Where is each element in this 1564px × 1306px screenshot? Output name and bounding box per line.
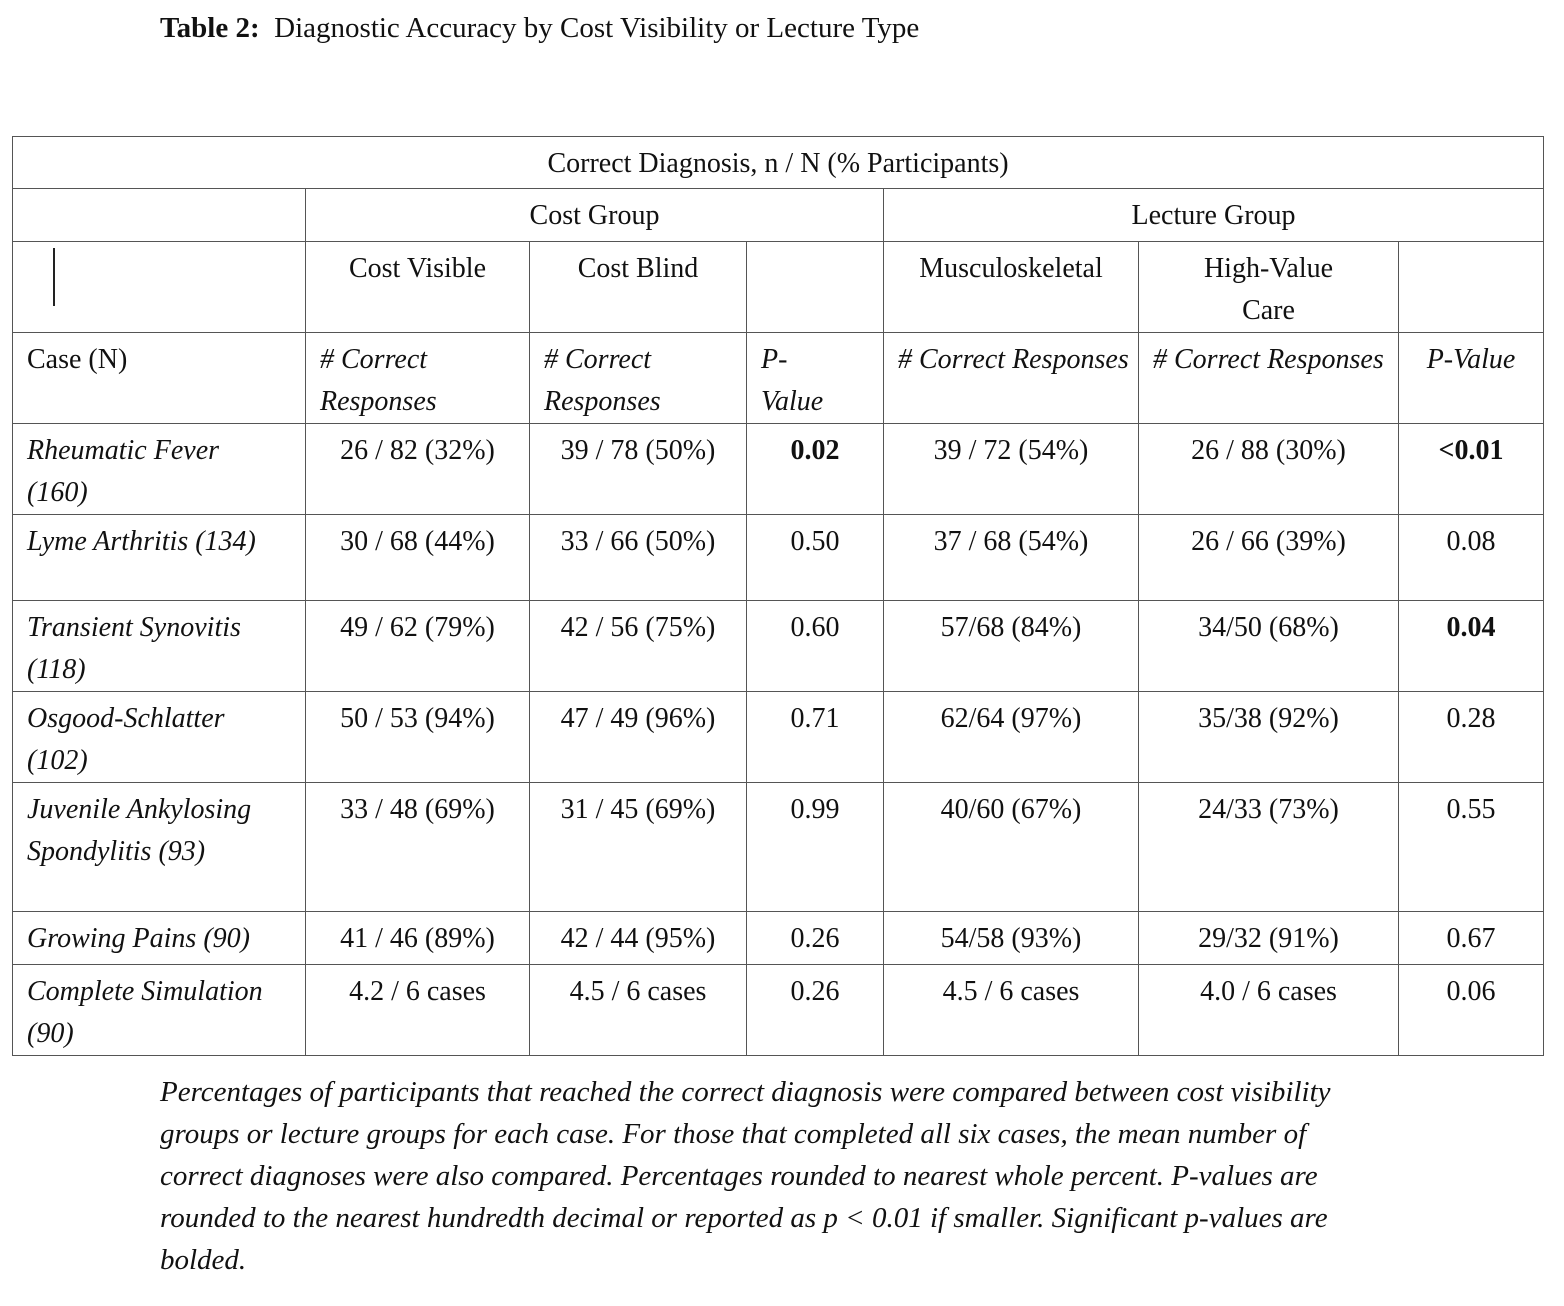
results-table: Correct Diagnosis, n / N (% Participants…: [11, 136, 1545, 1056]
column-row: Case (N) # Correct Responses # Correct R…: [12, 332, 1545, 424]
value-cell: 0.67: [1397, 911, 1545, 965]
table-body: Rheumatic Fever (160) 26 / 82 (32%) 39 / 7…: [12, 423, 1545, 1056]
value-cell: 0.99: [746, 782, 884, 912]
value-cell: 0.02: [746, 423, 884, 515]
subgroup-row: Cost Visible Cost Blind Musculoskeletal …: [12, 241, 1545, 333]
value-cell: 39 / 72 (54%): [883, 423, 1139, 515]
value-cell: 0.71: [746, 691, 884, 783]
group-row: Cost Group Lecture Group: [12, 188, 1545, 242]
value-cell: 33 / 48 (69%): [305, 782, 530, 912]
value-cell: 54/58 (93%): [883, 911, 1139, 965]
empty-cell: [1397, 241, 1545, 333]
empty-cell: [12, 241, 306, 333]
value-cell: 41 / 46 (89%): [305, 911, 530, 965]
column-header: # Correct Responses: [883, 332, 1139, 424]
empty-cell: [746, 241, 884, 333]
group-header: Cost Group: [305, 188, 884, 242]
value-cell: 4.2 / 6 cases: [305, 964, 530, 1056]
cursor: [53, 248, 55, 306]
value-cell: 0.04: [1397, 600, 1545, 692]
value-cell: 0.60: [746, 600, 884, 692]
value-cell: 57/68 (84%): [883, 600, 1139, 692]
caption-row: Correct Diagnosis, n / N (% Participants…: [11, 136, 1545, 189]
title-text: Diagnostic Accuracy by Cost Visibility o…: [274, 12, 920, 44]
value-cell: 0.26: [746, 964, 884, 1056]
column-header: # Correct Responses: [1138, 332, 1399, 424]
value-cell: 47 / 49 (96%): [529, 691, 747, 783]
column-header: # Correct Responses: [305, 332, 530, 424]
value-cell: 40/60 (67%): [883, 782, 1139, 912]
footnote: Percentages of participants that reached…: [160, 1076, 1331, 1276]
value-cell: 0.28: [1397, 691, 1545, 783]
column-header: Case (N): [12, 332, 306, 424]
value-cell: 50 / 53 (94%): [305, 691, 530, 783]
value-cell: 0.26: [746, 911, 884, 965]
case-cell: Juvenile Ankylosing Spondylitis (93): [12, 782, 306, 912]
value-cell: 0.50: [746, 514, 884, 601]
value-cell: 33 / 66 (50%): [529, 514, 747, 601]
table-row: Rheumatic Fever (160) 26 / 82 (32%) 39 / 7…: [12, 423, 1545, 515]
case-cell: Lyme Arthritis (134): [12, 514, 306, 601]
table-row: Lyme Arthritis (134) 30 / 68 (44%) 33 / 66…: [12, 514, 1545, 601]
column-header: P-Value: [746, 332, 884, 424]
value-cell: 35/38 (92%): [1138, 691, 1399, 783]
group-header: Lecture Group: [882, 188, 1545, 242]
title: Table 2: Diagnostic Accuracy by Cost Vis…: [160, 12, 919, 45]
value-cell: 37 / 68 (54%): [883, 514, 1139, 601]
value-cell: 4.5 / 6 cases: [883, 964, 1139, 1056]
column-header: P-Value: [1397, 332, 1545, 424]
value-cell: 30 / 68 (44%): [305, 514, 530, 601]
table-row: Transient Synovitis (118) 49 / 62 (79%) 42…: [12, 600, 1545, 692]
value-cell: 0.06: [1397, 964, 1545, 1056]
value-cell: 34/50 (68%): [1138, 600, 1399, 692]
case-cell: Complete Simulation (90): [12, 964, 306, 1056]
value-cell: 62/64 (97%): [883, 691, 1139, 783]
title-label: Table 2:: [160, 12, 260, 44]
column-header: # Correct Responses: [529, 332, 747, 424]
value-cell: 26 / 88 (30%): [1138, 423, 1399, 515]
table-row: Juvenile Ankylosing Spondylitis (93) 33 /…: [12, 782, 1545, 912]
table-row: Growing Pains (90) 41 / 46 (89%) 42 / 44 (…: [12, 911, 1545, 965]
value-cell: 4.0 / 6 cases: [1138, 964, 1399, 1056]
value-cell: 24/33 (73%): [1138, 782, 1399, 912]
caption: Correct Diagnosis, n / N (% Participants…: [11, 136, 1545, 189]
subgroup-header: High-Value Care: [1138, 241, 1399, 333]
value-cell: 0.08: [1397, 514, 1545, 601]
subgroup-header: Cost Blind: [529, 241, 747, 333]
value-cell: 26 / 66 (39%): [1138, 514, 1399, 601]
case-cell: Transient Synovitis (118): [12, 600, 306, 692]
table-row: Complete Simulation (90) 4.2 / 6 cases 4.5…: [12, 964, 1545, 1056]
value-cell: <0.01: [1397, 423, 1545, 515]
value-cell: 0.55: [1397, 782, 1545, 912]
case-cell: Rheumatic Fever (160): [12, 423, 306, 515]
case-cell: Growing Pains (90): [12, 911, 306, 965]
value-cell: 42 / 56 (75%): [529, 600, 747, 692]
value-cell: 39 / 78 (50%): [529, 423, 747, 515]
subgroup-header: Cost Visible: [305, 241, 530, 333]
subgroup-header: Musculoskeletal: [883, 241, 1139, 333]
empty-cell: [12, 188, 306, 242]
value-cell: 31 / 45 (69%): [529, 782, 747, 912]
value-cell: 29/32 (91%): [1138, 911, 1399, 965]
value-cell: 26 / 82 (32%): [305, 423, 530, 515]
table-row: Osgood-Schlatter (102) 50 / 53 (94%) 47 / …: [12, 691, 1545, 783]
case-cell: Osgood-Schlatter (102): [12, 691, 306, 783]
value-cell: 42 / 44 (95%): [529, 911, 747, 965]
value-cell: 4.5 / 6 cases: [529, 964, 747, 1056]
value-cell: 49 / 62 (79%): [305, 600, 530, 692]
